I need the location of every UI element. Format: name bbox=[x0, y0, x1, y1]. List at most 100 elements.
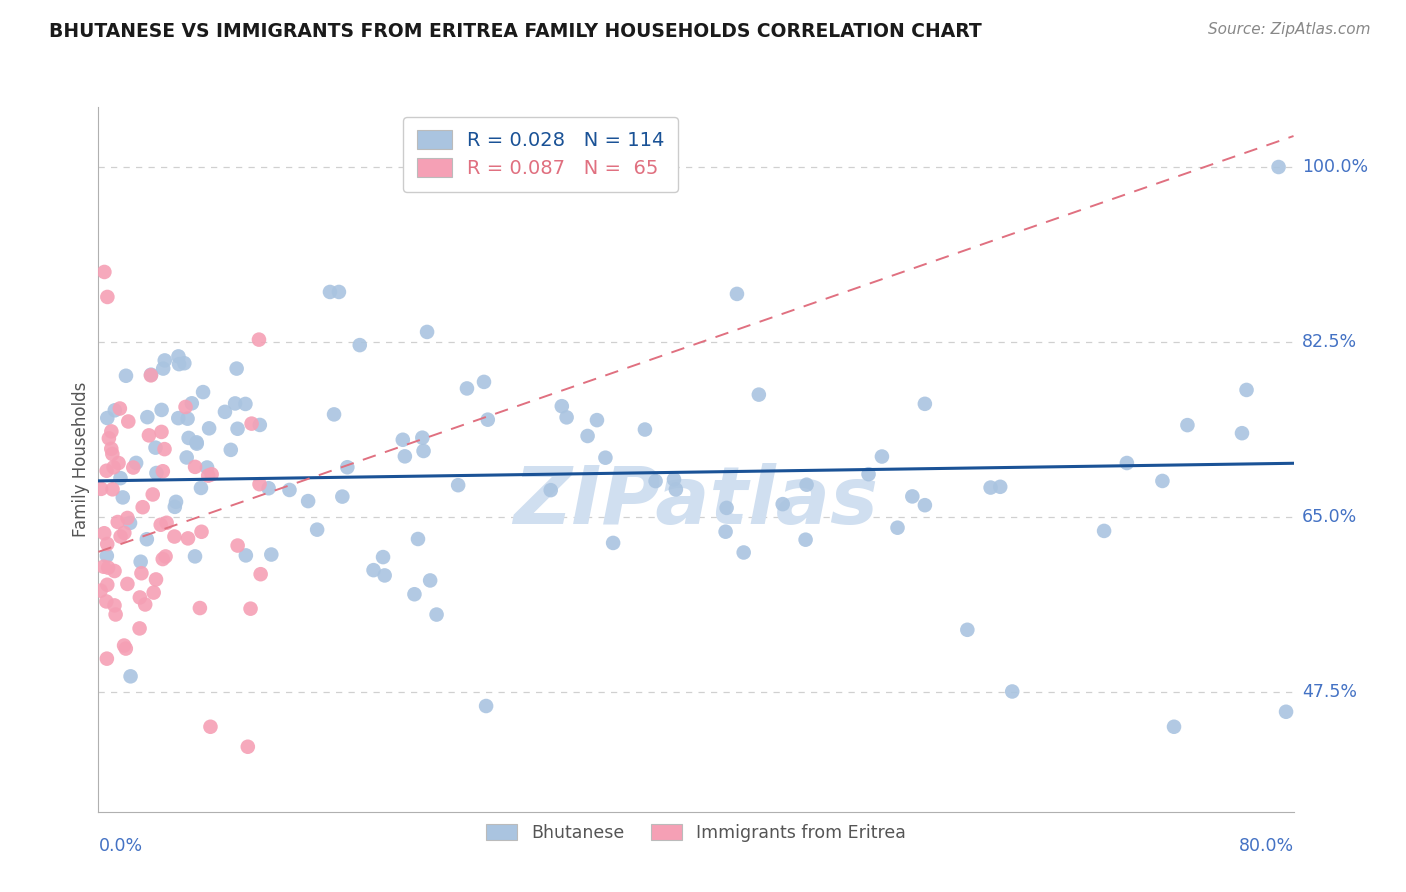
Point bbox=[1092, 524, 1115, 538]
Point bbox=[100, 442, 122, 456]
Point bbox=[131, 566, 153, 581]
Point bbox=[239, 601, 262, 615]
Point bbox=[1236, 383, 1258, 397]
Point bbox=[257, 481, 280, 495]
Point bbox=[134, 598, 156, 612]
Point bbox=[129, 555, 152, 569]
Point bbox=[135, 533, 157, 547]
Text: 82.5%: 82.5% bbox=[1302, 333, 1357, 351]
Text: Source: ZipAtlas.com: Source: ZipAtlas.com bbox=[1208, 22, 1371, 37]
Point bbox=[411, 431, 433, 445]
Point bbox=[136, 410, 159, 425]
Point bbox=[110, 529, 132, 543]
Point bbox=[1115, 456, 1137, 470]
Point bbox=[184, 459, 207, 474]
Point bbox=[551, 399, 574, 413]
Point bbox=[96, 594, 118, 608]
Point bbox=[1152, 474, 1174, 488]
Point bbox=[122, 460, 145, 475]
Point bbox=[426, 607, 449, 622]
Point bbox=[278, 483, 301, 497]
Point bbox=[93, 559, 115, 574]
Point bbox=[714, 524, 737, 539]
Point bbox=[101, 483, 124, 497]
Point bbox=[186, 436, 208, 450]
Point bbox=[103, 460, 125, 475]
Point bbox=[163, 500, 186, 514]
Point bbox=[111, 491, 134, 505]
Point bbox=[349, 338, 371, 352]
Point bbox=[112, 639, 135, 653]
Point bbox=[115, 368, 138, 383]
Point bbox=[247, 333, 270, 347]
Point bbox=[1163, 720, 1185, 734]
Point bbox=[153, 442, 176, 457]
Point bbox=[190, 524, 212, 539]
Point bbox=[886, 521, 908, 535]
Point bbox=[219, 442, 242, 457]
Point bbox=[195, 460, 218, 475]
Text: 65.0%: 65.0% bbox=[1302, 508, 1357, 526]
Point bbox=[198, 421, 221, 435]
Point bbox=[988, 480, 1011, 494]
Point bbox=[188, 601, 211, 615]
Point bbox=[104, 403, 127, 417]
Point bbox=[1177, 418, 1199, 433]
Point bbox=[176, 450, 198, 465]
Point bbox=[748, 387, 770, 401]
Point bbox=[96, 290, 118, 304]
Point bbox=[634, 423, 657, 437]
Point bbox=[914, 498, 936, 512]
Point bbox=[152, 552, 174, 566]
Point bbox=[97, 431, 120, 445]
Point bbox=[100, 425, 122, 439]
Point bbox=[90, 583, 112, 598]
Point bbox=[555, 410, 578, 425]
Point bbox=[249, 567, 271, 582]
Text: 47.5%: 47.5% bbox=[1302, 682, 1357, 701]
Point bbox=[96, 537, 118, 551]
Point bbox=[174, 400, 197, 414]
Point bbox=[167, 350, 190, 364]
Point bbox=[165, 495, 187, 509]
Point bbox=[110, 471, 132, 485]
Point bbox=[662, 472, 685, 486]
Point bbox=[177, 532, 200, 546]
Point bbox=[336, 460, 359, 475]
Point bbox=[150, 403, 173, 417]
Point bbox=[197, 468, 219, 483]
Point bbox=[117, 415, 139, 429]
Point bbox=[93, 526, 115, 541]
Point bbox=[145, 573, 167, 587]
Point bbox=[163, 529, 186, 543]
Point bbox=[190, 481, 212, 495]
Point bbox=[107, 515, 129, 529]
Point bbox=[665, 483, 688, 497]
Point bbox=[120, 669, 142, 683]
Point bbox=[201, 467, 224, 482]
Point bbox=[142, 585, 165, 599]
Y-axis label: Family Households: Family Households bbox=[72, 382, 90, 537]
Point bbox=[412, 444, 434, 458]
Point bbox=[128, 591, 150, 605]
Point bbox=[152, 464, 174, 478]
Point bbox=[240, 417, 263, 431]
Point bbox=[363, 563, 385, 577]
Point bbox=[1230, 426, 1253, 441]
Point bbox=[149, 517, 172, 532]
Point bbox=[96, 651, 118, 665]
Point bbox=[167, 411, 190, 425]
Point bbox=[540, 483, 562, 498]
Point bbox=[307, 523, 329, 537]
Point bbox=[224, 396, 246, 410]
Point bbox=[733, 545, 755, 559]
Point bbox=[103, 599, 125, 613]
Point bbox=[138, 428, 160, 442]
Point bbox=[156, 516, 179, 530]
Point bbox=[772, 497, 794, 511]
Text: 0.0%: 0.0% bbox=[98, 837, 142, 855]
Point bbox=[391, 433, 413, 447]
Text: 100.0%: 100.0% bbox=[1302, 158, 1368, 176]
Point bbox=[330, 490, 353, 504]
Point bbox=[901, 490, 924, 504]
